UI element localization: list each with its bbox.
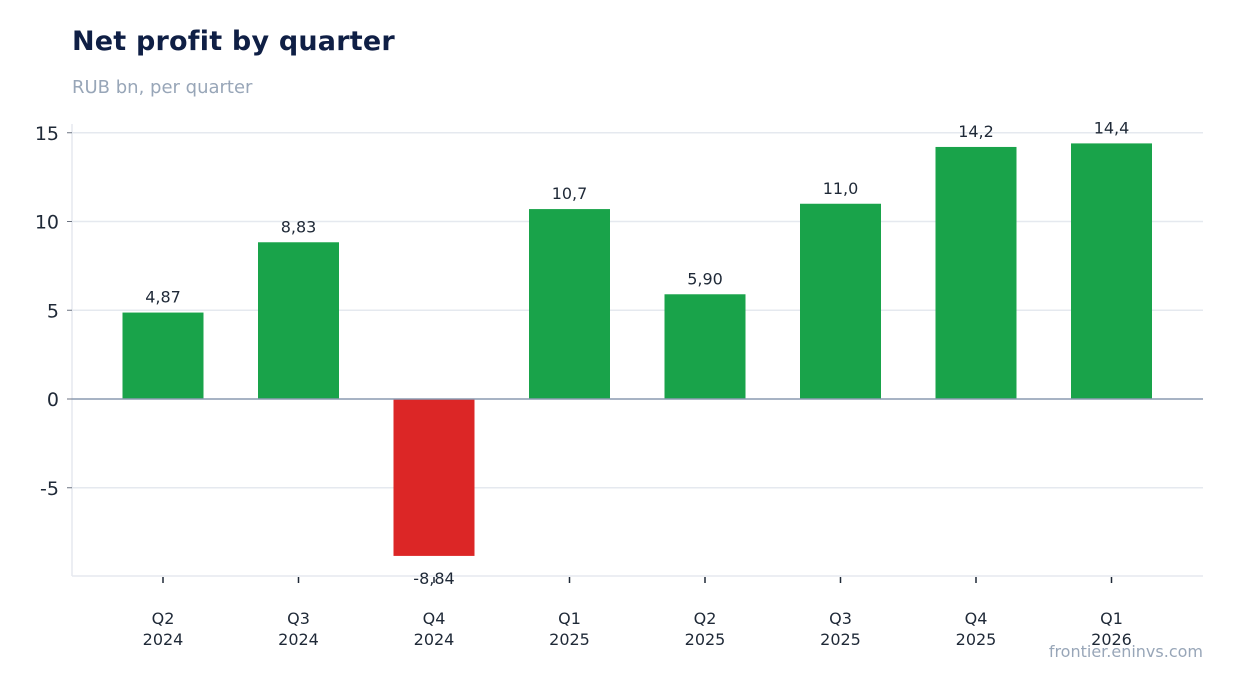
data-label: 10,7 <box>552 184 588 203</box>
y-tick-label: 0 <box>47 389 59 411</box>
bar <box>1071 143 1152 399</box>
bar <box>529 209 610 399</box>
x-tick-label-year: 2024 <box>414 630 455 649</box>
data-label: 4,87 <box>145 288 181 307</box>
x-tick-label-quarter: Q4 <box>965 609 988 628</box>
chart-subtitle: RUB bn, per quarter <box>72 77 253 98</box>
y-tick-label: -5 <box>40 478 59 500</box>
x-tick-label-year: 2025 <box>549 630 590 649</box>
x-tick-label-year: 2024 <box>278 630 319 649</box>
x-tick-label-year: 2025 <box>820 630 861 649</box>
bar <box>935 146 1017 399</box>
data-label: 8,83 <box>281 217 317 236</box>
chart-title: Net profit by quarter <box>72 26 395 57</box>
source-credit: frontier.eninvs.com <box>1048 642 1203 661</box>
y-tick-label: 15 <box>35 123 59 145</box>
x-tick-label-quarter: Q2 <box>694 609 717 628</box>
x-tick-label-quarter: Q1 <box>1100 609 1123 628</box>
y-tick-label: 5 <box>47 300 59 322</box>
x-tick-label-year: 2025 <box>956 630 997 649</box>
x-tick-label-quarter: Q4 <box>423 609 446 628</box>
data-label: 14,4 <box>1094 118 1130 137</box>
bar <box>122 312 204 399</box>
x-tick-label-year: 2024 <box>143 630 184 649</box>
bar <box>258 242 339 399</box>
x-tick-label-quarter: Q3 <box>287 609 310 628</box>
x-tick-label-quarter: Q3 <box>829 609 852 628</box>
bar <box>664 294 746 399</box>
data-label: 14,2 <box>958 122 994 141</box>
data-label: 5,90 <box>687 269 723 288</box>
bar <box>800 203 881 399</box>
x-tick-label-year: 2026 <box>1091 630 1132 649</box>
data-label: 11,0 <box>823 179 859 198</box>
x-tick-label-quarter: Q2 <box>152 609 175 628</box>
x-tick-label-quarter: Q1 <box>558 609 581 628</box>
bar <box>393 399 475 556</box>
y-tick-label: 10 <box>35 212 59 234</box>
x-tick-label-year: 2025 <box>685 630 726 649</box>
